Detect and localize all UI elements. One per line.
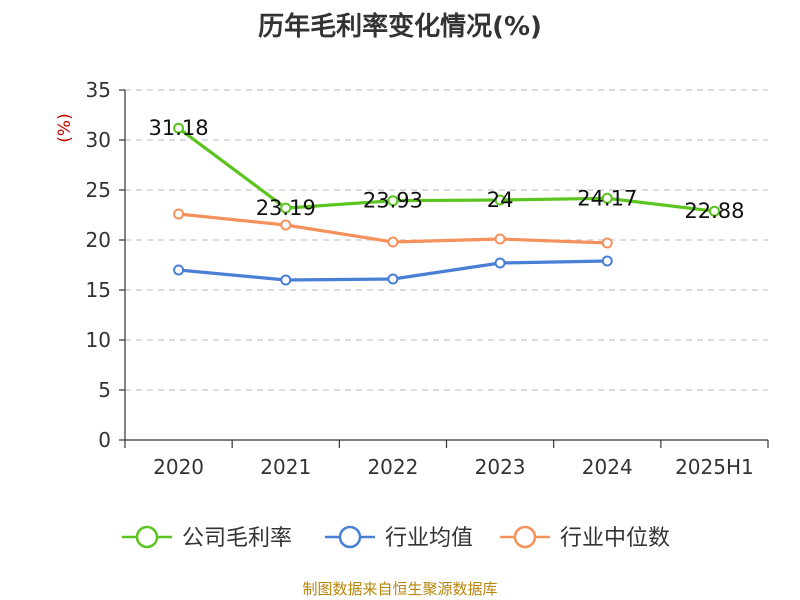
- x-tick-label: 2025H1: [675, 455, 754, 479]
- data-point: [173, 208, 185, 220]
- data-point: [601, 255, 613, 267]
- series-lines: [173, 122, 720, 286]
- series-line: [177, 126, 715, 213]
- chart-title: 历年毛利率变化情况(%): [258, 12, 542, 42]
- y-tick-label: 5: [98, 378, 111, 402]
- y-tick-label: 30: [86, 128, 111, 152]
- data-point: [494, 194, 506, 206]
- data-point: [280, 219, 292, 231]
- y-tick-label: 20: [86, 228, 111, 252]
- legend-item: 公司毛利率: [122, 525, 292, 551]
- data-label: 24.17: [577, 186, 637, 210]
- legend-label: 行业中位数: [560, 526, 670, 551]
- data-point: [173, 122, 185, 134]
- y-tick-label: 25: [86, 178, 111, 202]
- legend-label: 公司毛利率: [182, 526, 292, 551]
- data-point: [387, 273, 399, 285]
- x-tick-label: 2024: [582, 455, 633, 479]
- data-label: 22.88: [684, 199, 744, 223]
- data-label: 23.19: [256, 196, 316, 220]
- data-point: [387, 195, 399, 207]
- y-tick-label: 10: [86, 328, 111, 352]
- data-point: [280, 274, 292, 286]
- data-point: [601, 192, 613, 204]
- data-point: [601, 237, 613, 249]
- x-tick-label: 2021: [260, 455, 311, 479]
- data-label: 24: [487, 188, 514, 212]
- data-point: [494, 233, 506, 245]
- legend-marker: [513, 525, 537, 549]
- x-tick-label: 2020: [153, 455, 204, 479]
- data-source-note: 制图数据来自恒生聚源数据库: [302, 580, 498, 598]
- data-labels: 31.18 23.19 23.93 24 24.17 22.88: [149, 116, 745, 223]
- x-tick-label: 2023: [475, 455, 526, 479]
- legend-marker: [338, 525, 362, 549]
- data-point: [280, 202, 292, 214]
- data-label: 31.18: [149, 116, 209, 140]
- legend-marker: [135, 525, 159, 549]
- axes: 0 5 10 15 20 25 30 35 2020 2021 2022 2023 2024 2025H1: [86, 78, 769, 479]
- data-point: [708, 205, 720, 217]
- data-point: [494, 257, 506, 269]
- legend-label: 行业均值: [385, 526, 473, 551]
- y-tick-label: 35: [86, 78, 111, 102]
- legend: 公司毛利率 行业均值 行业中位数: [122, 525, 670, 551]
- x-tick-label: 2022: [367, 455, 418, 479]
- legend-item: 行业均值: [325, 525, 473, 551]
- legend-item: 行业中位数: [500, 525, 670, 551]
- data-point: [173, 264, 185, 276]
- y-tick-label: 15: [86, 278, 111, 302]
- y-axis-unit-label: (%): [55, 113, 75, 142]
- data-point: [387, 236, 399, 248]
- y-tick-label: 0: [98, 428, 111, 452]
- data-label: 23.93: [363, 189, 423, 213]
